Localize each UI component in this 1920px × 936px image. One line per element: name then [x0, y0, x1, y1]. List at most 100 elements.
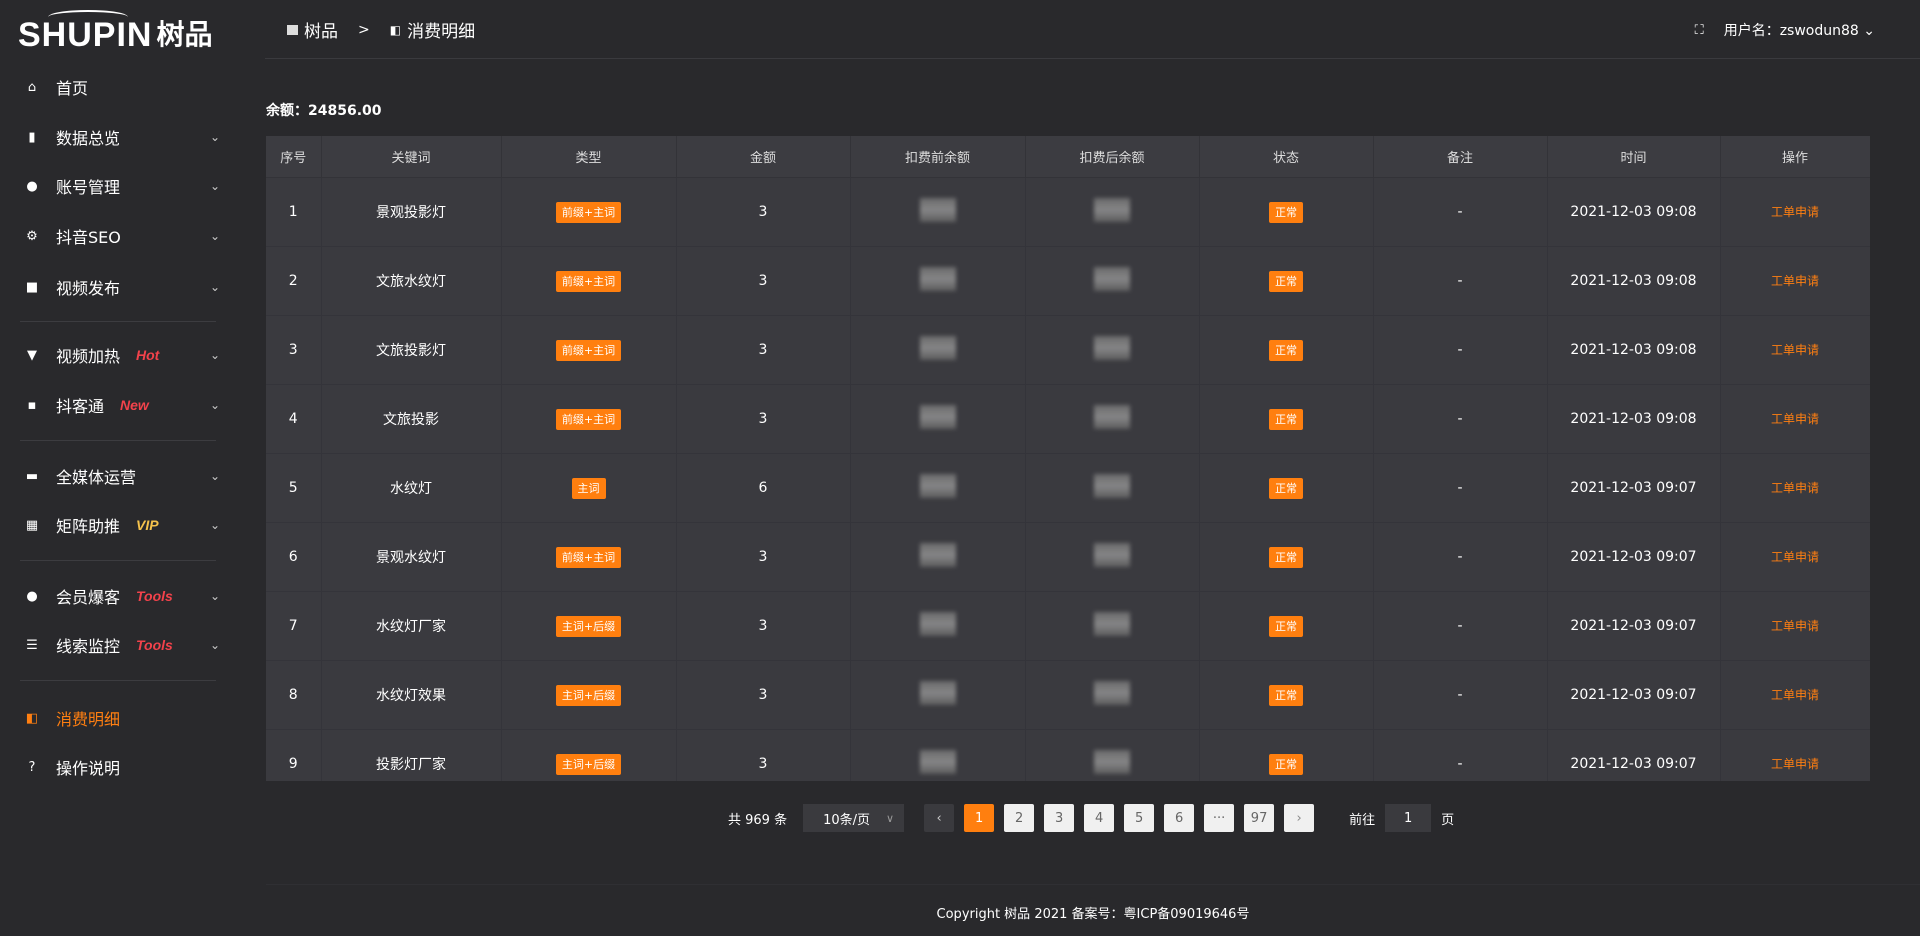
status-cell: 正常 [1199, 315, 1374, 385]
page-button[interactable]: 6 [1164, 804, 1195, 832]
ticket-request-link[interactable]: 工单申请 [1770, 412, 1819, 426]
board-icon: ▼ [27, 347, 37, 363]
ticket-request-link[interactable]: 工单申请 [1770, 688, 1819, 702]
time: 2021-12-03 09:08 [1547, 315, 1721, 385]
balance-before-cell [850, 453, 1026, 523]
fullscreen-icon[interactable]: ⛶ [1694, 22, 1704, 38]
page-button[interactable]: 3 [1044, 804, 1075, 832]
row-number: 2 [266, 246, 322, 316]
sidebar-item-6[interactable]: ▼ 视频加热 Hot ⌄ [0, 335, 240, 375]
balance-before-cell [850, 660, 1026, 730]
balance-after-cell [1025, 522, 1200, 592]
sidebar-item-13[interactable]: ? 操作说明 [0, 747, 240, 787]
page-button[interactable]: 1 [964, 804, 995, 832]
action-cell: 工单申请 [1720, 315, 1870, 385]
status-cell: 正常 [1199, 384, 1374, 454]
user-icon: ● [26, 588, 38, 604]
page-button[interactable]: 2 [1004, 804, 1035, 832]
amount: 3 [676, 591, 851, 661]
chevron-down-icon: ⌄ [209, 130, 220, 144]
balance-after-redacted [1094, 611, 1130, 636]
type-cell: 主词 [501, 453, 677, 523]
chevron-down-icon: ⌄ [209, 179, 220, 193]
status-badge: 正常 [1269, 270, 1303, 292]
sidebar-item-label: 会员爆客 [56, 588, 121, 607]
sidebar-item-label: 账号管理 [56, 178, 121, 197]
sidebar-item-4[interactable]: ⚙ 抖音SEO ⌄ [0, 216, 240, 256]
amount: 3 [676, 315, 851, 385]
page-button[interactable]: 97 [1244, 804, 1275, 832]
status-badge: 正常 [1269, 753, 1303, 775]
page-button[interactable]: 5 [1124, 804, 1155, 832]
status-badge: 正常 [1269, 615, 1303, 637]
page-button[interactable]: ··· [1204, 804, 1235, 832]
sidebar-item-7[interactable]: ▪ 抖客通 New ⌄ [0, 385, 240, 425]
balance-after-cell [1025, 246, 1200, 316]
type-cell: 主词+后缀 [501, 660, 677, 730]
sidebar-item-12[interactable]: ◧ 消费明细 [0, 698, 240, 738]
chevron-down-icon: ⌄ [209, 638, 220, 652]
chat-icon: ▪ [27, 397, 37, 413]
page-size-value: 10条/页 [823, 812, 871, 828]
breadcrumb-current: 消费明细 [407, 22, 476, 42]
keyword: 水纹灯 [321, 453, 502, 523]
sidebar-item-2[interactable]: ▮ 数据总览 ⌄ [0, 117, 240, 157]
ticket-request-link[interactable]: 工单申请 [1770, 481, 1819, 495]
balance-before-redacted [919, 680, 956, 705]
balance-after-cell [1025, 591, 1200, 661]
ticket-request-link[interactable]: 工单申请 [1770, 550, 1819, 564]
gear-icon: ⚙ [26, 228, 38, 244]
sidebar-item-label: 消费明细 [56, 710, 121, 729]
next-page-button[interactable]: › [1284, 804, 1315, 832]
page-button[interactable]: 4 [1084, 804, 1115, 832]
consumption-table[interactable]: 序号 关键词 类型 金额 扣费前余额 扣费后余额 状态 备注 时间 操作 1 景观投影灯 前缀+主… [266, 136, 1870, 781]
sidebar-item-9[interactable]: ▦ 矩阵助推 VIP ⌄ [0, 505, 240, 545]
prev-page-button[interactable]: ‹ [924, 804, 955, 832]
type-cell: 前缀+主词 [501, 246, 677, 316]
page-size-select[interactable]: 10条/页 ∨ [803, 804, 905, 832]
status-badge: 正常 [1269, 408, 1303, 430]
ticket-request-link[interactable]: 工单申请 [1770, 757, 1819, 771]
sidebar-item-5[interactable]: ■ 视频发布 ⌄ [0, 267, 240, 307]
ticket-request-link[interactable]: 工单申请 [1770, 343, 1819, 357]
time: 2021-12-03 09:07 [1547, 522, 1721, 592]
table-row: 4 文旅投影 前缀+主词 3 正常 - 2021-12-03 09:08 工单申… [266, 384, 1870, 454]
time: 2021-12-03 09:07 [1547, 453, 1721, 523]
type-badge: 主词+后缀 [555, 684, 622, 706]
balance-after-cell [1025, 660, 1200, 730]
keyword: 文旅投影 [321, 384, 502, 454]
balance-before-redacted [919, 473, 956, 498]
user-menu[interactable]: 用户名：zswodun88 ⌄ [1724, 20, 1875, 40]
keyword: 水纹灯厂家 [321, 591, 502, 661]
sidebar-item-label: 线索监控 [56, 637, 121, 656]
balance-after-cell [1025, 453, 1200, 523]
note: - [1373, 315, 1548, 385]
chevron-down-icon: ⌄ [209, 280, 220, 294]
type-cell: 主词+后缀 [501, 591, 677, 661]
sidebar-item-8[interactable]: ▬ 全媒体运营 ⌄ [0, 456, 240, 496]
note: - [1373, 729, 1548, 781]
time: 2021-12-03 09:08 [1547, 246, 1721, 316]
sidebar-item-label: 抖客通 [56, 397, 105, 416]
goto-page-input[interactable]: 1 [1385, 804, 1432, 832]
action-cell: 工单申请 [1720, 177, 1870, 247]
ticket-request-link[interactable]: 工单申请 [1770, 274, 1819, 288]
sidebar-item-1[interactable]: ⌂ 首页 [0, 67, 240, 107]
ticket-request-link[interactable]: 工单申请 [1770, 619, 1819, 633]
note: - [1373, 522, 1548, 592]
sidebar-item-3[interactable]: ● 账号管理 ⌄ [0, 166, 240, 206]
sidebar-divider [20, 560, 216, 561]
type-badge: 主词+后缀 [555, 753, 622, 775]
sidebar-item-11[interactable]: ☰ 线索监控 Tools ⌄ [0, 625, 240, 665]
status-badge: 正常 [1269, 201, 1303, 223]
header: 树品 > ◧ 消费明细 ⛶ 用户名：zswodun88 ⌄ [265, 0, 1920, 59]
column-header: 扣费后余额 [1025, 136, 1200, 178]
status-badge: 正常 [1269, 477, 1303, 499]
breadcrumb-root[interactable]: 树品 [304, 22, 338, 42]
ticket-request-link[interactable]: 工单申请 [1770, 205, 1819, 219]
home-icon: ⌂ [27, 79, 37, 95]
balance-before-cell [850, 384, 1026, 454]
column-header: 序号 [266, 136, 322, 178]
sidebar-item-10[interactable]: ● 会员爆客 Tools ⌄ [0, 576, 240, 616]
wallet-icon: ◧ [25, 710, 39, 726]
